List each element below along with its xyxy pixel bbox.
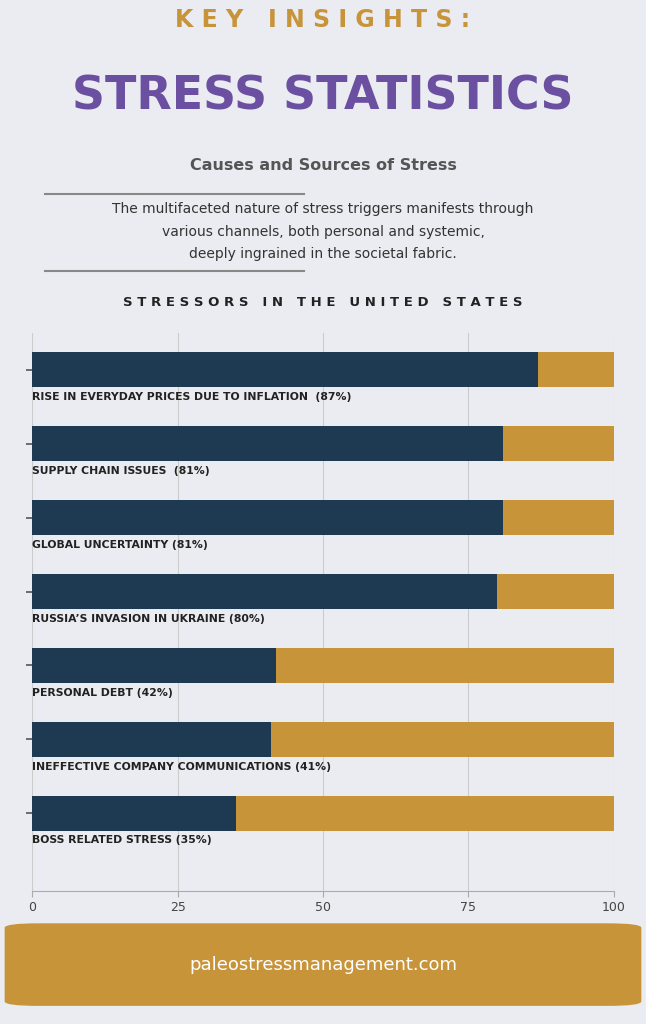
FancyBboxPatch shape — [5, 924, 641, 1006]
Text: GLOBAL UNCERTAINTY (81%): GLOBAL UNCERTAINTY (81%) — [32, 540, 208, 550]
Bar — [503, 500, 614, 536]
Bar — [32, 426, 503, 462]
Bar — [271, 722, 614, 757]
Bar — [32, 500, 503, 536]
Text: RISE IN EVERYDAY PRICES DUE TO INFLATION  (87%): RISE IN EVERYDAY PRICES DUE TO INFLATION… — [32, 392, 351, 402]
Text: The multifaceted nature of stress triggers manifests through
various channels, b: The multifaceted nature of stress trigge… — [112, 202, 534, 261]
Bar — [32, 722, 271, 757]
Text: RUSSIA’S INVASION IN UKRAINE (80%): RUSSIA’S INVASION IN UKRAINE (80%) — [32, 613, 265, 624]
Bar — [32, 648, 276, 683]
Text: SUPPLY CHAIN ISSUES  (81%): SUPPLY CHAIN ISSUES (81%) — [32, 466, 210, 476]
Bar — [276, 648, 614, 683]
Text: K E Y   I N S I G H T S :: K E Y I N S I G H T S : — [176, 8, 470, 33]
Text: paleostressmanagement.com: paleostressmanagement.com — [189, 955, 457, 974]
Text: BOSS RELATED STRESS (35%): BOSS RELATED STRESS (35%) — [32, 836, 212, 846]
Bar — [236, 796, 614, 831]
Text: STRESS STATISTICS: STRESS STATISTICS — [72, 75, 574, 120]
Bar — [32, 573, 497, 609]
Bar — [497, 573, 614, 609]
Text: INEFFECTIVE COMPANY COMMUNICATIONS (41%): INEFFECTIVE COMPANY COMMUNICATIONS (41%) — [32, 762, 331, 771]
Text: Causes and Sources of Stress: Causes and Sources of Stress — [189, 158, 457, 173]
Text: PERSONAL DEBT (42%): PERSONAL DEBT (42%) — [32, 687, 173, 697]
Text: S T R E S S O R S   I N   T H E   U N I T E D   S T A T E S: S T R E S S O R S I N T H E U N I T E D … — [123, 296, 523, 308]
Bar — [503, 426, 614, 462]
Bar — [32, 352, 538, 387]
Bar — [538, 352, 614, 387]
Bar — [32, 796, 236, 831]
